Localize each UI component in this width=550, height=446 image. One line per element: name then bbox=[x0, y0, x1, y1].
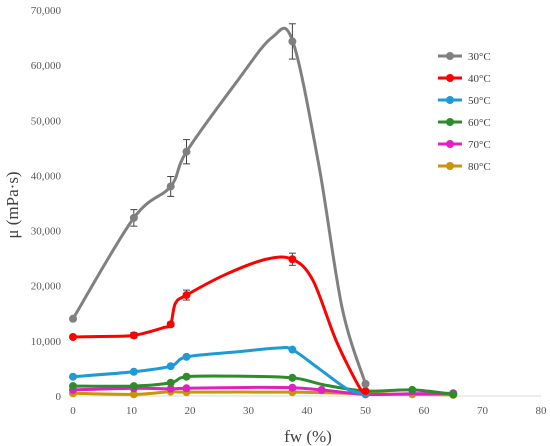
data-point bbox=[182, 384, 191, 393]
y-tick-label: 50,000 bbox=[31, 115, 62, 127]
series-30CC bbox=[69, 23, 370, 388]
series-60CC bbox=[69, 372, 458, 399]
legend-item: 80°C bbox=[438, 161, 491, 173]
y-tick-label: 30,000 bbox=[31, 226, 62, 238]
x-tick-label: 30 bbox=[243, 405, 255, 417]
x-axis-title: fw (%) bbox=[284, 427, 332, 446]
x-tick-label: 80 bbox=[536, 405, 548, 417]
legend-label: 70°C bbox=[468, 139, 491, 151]
data-point bbox=[129, 331, 138, 340]
legend-label: 60°C bbox=[468, 117, 491, 129]
x-tick-label: 50 bbox=[360, 405, 372, 417]
legend-item: 70°C bbox=[438, 139, 491, 151]
series-line bbox=[71, 374, 455, 396]
legend-label: 50°C bbox=[468, 95, 491, 107]
data-point bbox=[288, 37, 297, 46]
y-tick-label: 20,000 bbox=[31, 281, 62, 293]
data-point bbox=[166, 378, 175, 387]
y-tick-label: 0 bbox=[56, 391, 62, 403]
data-point bbox=[361, 379, 370, 388]
legend-item: 40°C bbox=[438, 73, 491, 85]
x-tick-label: 10 bbox=[126, 405, 138, 417]
y-tick-label: 10,000 bbox=[31, 336, 62, 348]
legend-swatch-marker bbox=[446, 162, 454, 170]
series-40CC bbox=[69, 252, 370, 396]
data-point bbox=[182, 372, 191, 381]
data-point bbox=[288, 373, 297, 382]
data-point bbox=[166, 362, 175, 371]
data-point bbox=[182, 291, 191, 300]
y-tick-label: 40,000 bbox=[31, 170, 62, 182]
data-point bbox=[129, 390, 138, 399]
legend-label: 30°C bbox=[468, 51, 491, 63]
data-point bbox=[288, 383, 297, 392]
series-line bbox=[71, 345, 367, 396]
series-line bbox=[71, 385, 455, 397]
y-tick-label: 60,000 bbox=[31, 60, 62, 72]
data-point bbox=[182, 147, 191, 156]
x-tick-label: 70 bbox=[477, 405, 489, 417]
legend-label: 80°C bbox=[468, 161, 491, 173]
data-point bbox=[408, 385, 417, 394]
y-axis-title: μ (mPa·s) bbox=[3, 171, 22, 238]
data-point bbox=[166, 384, 175, 393]
legend-swatch-marker bbox=[446, 74, 454, 82]
data-point bbox=[129, 382, 138, 391]
data-point bbox=[69, 382, 77, 391]
x-tick-label: 0 bbox=[70, 405, 76, 417]
data-point bbox=[449, 390, 458, 399]
data-point bbox=[129, 213, 138, 222]
data-point bbox=[166, 182, 175, 191]
data-point bbox=[361, 387, 370, 396]
data-point bbox=[69, 372, 77, 381]
legend-swatch-marker bbox=[446, 96, 454, 104]
data-point bbox=[317, 385, 326, 394]
series-50CC bbox=[69, 345, 370, 398]
data-point bbox=[129, 367, 138, 376]
data-point bbox=[166, 320, 175, 329]
y-tick-label: 70,000 bbox=[31, 5, 62, 17]
legend-item: 50°C bbox=[438, 95, 491, 107]
legend-swatch-marker bbox=[446, 118, 454, 126]
x-tick-label: 20 bbox=[185, 405, 197, 417]
data-point bbox=[69, 332, 77, 341]
legend-swatch-marker bbox=[446, 52, 454, 60]
axes-group: 0 10 20 30 40 50 60 70 80 0 10,000 20,000 30,000 40,0… bbox=[31, 5, 547, 417]
x-tick-label: 60 bbox=[419, 405, 431, 417]
series-line bbox=[71, 26, 367, 386]
series-group bbox=[69, 23, 458, 399]
legend: 30°C 40°C 50°C 60°C 70°C 80°C bbox=[438, 51, 491, 173]
data-point bbox=[182, 352, 191, 361]
legend-swatch-marker bbox=[446, 140, 454, 148]
legend-item: 60°C bbox=[438, 117, 491, 129]
data-point bbox=[288, 255, 297, 264]
legend-item: 30°C bbox=[438, 51, 491, 63]
x-tick-label: 40 bbox=[302, 405, 314, 417]
data-point bbox=[288, 345, 297, 354]
data-point bbox=[69, 314, 77, 323]
legend-label: 40°C bbox=[468, 73, 491, 85]
